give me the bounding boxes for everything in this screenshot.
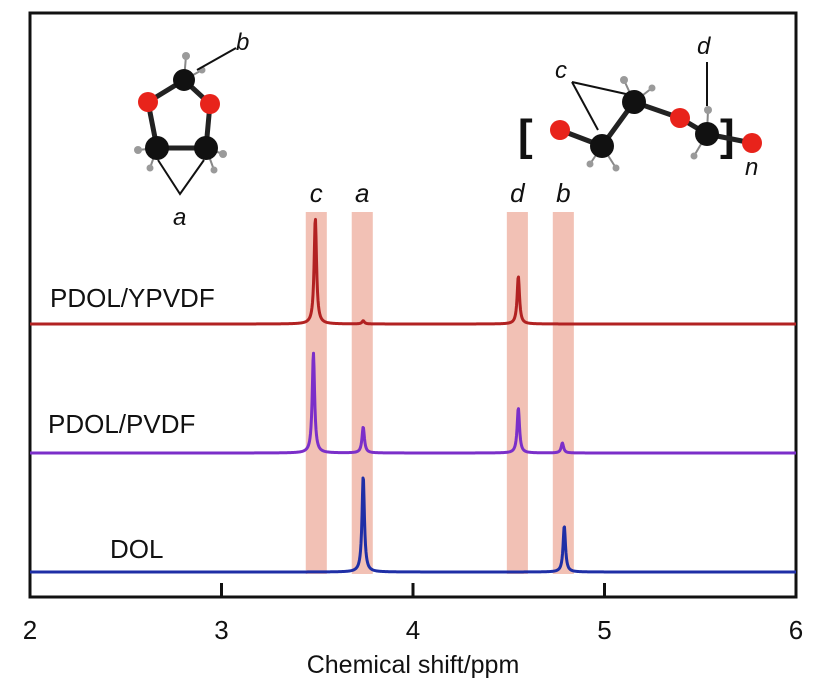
peak-label-d: d xyxy=(510,178,526,208)
pdol-atom-label-n: n xyxy=(745,154,758,181)
peak-label-a: a xyxy=(355,178,369,208)
x-tick-label-3: 3 xyxy=(214,615,228,645)
series-label-pdol-ypvdf: PDOL/YPVDF xyxy=(50,283,215,313)
highlight-band-b xyxy=(552,212,574,574)
pdol-atom-label-c: c xyxy=(555,57,567,84)
series-label-dol: DOL xyxy=(110,534,163,564)
dol-atom-label-b: b xyxy=(236,29,249,56)
highlight-band-d xyxy=(506,212,528,574)
peak-label-c: c xyxy=(310,178,323,208)
peak-label-b: b xyxy=(556,178,570,208)
dol-molecule-diagram: b a xyxy=(134,29,249,231)
x-tick-label-6: 6 xyxy=(789,615,803,645)
pdol-atom-label-d: d xyxy=(697,33,711,60)
series-label-pdol-pvdf: PDOL/PVDF xyxy=(48,409,195,439)
svg-text:[: [ xyxy=(518,111,533,160)
x-tick-label-5: 5 xyxy=(597,615,611,645)
trace-pdol-ypvdf xyxy=(29,217,797,326)
highlight-band-a xyxy=(351,212,373,574)
x-tick-label-2: 2 xyxy=(23,615,37,645)
dol-atom-label-a: a xyxy=(173,204,186,231)
x-axis-label: Chemical shift/ppm xyxy=(307,651,520,679)
pdol-molecule-diagram: [ ] c xyxy=(518,33,762,181)
trace-pdol-pvdf xyxy=(29,351,797,455)
trace-dol xyxy=(29,476,797,574)
svg-text:]: ] xyxy=(720,111,735,160)
x-tick-label-4: 4 xyxy=(406,615,420,645)
